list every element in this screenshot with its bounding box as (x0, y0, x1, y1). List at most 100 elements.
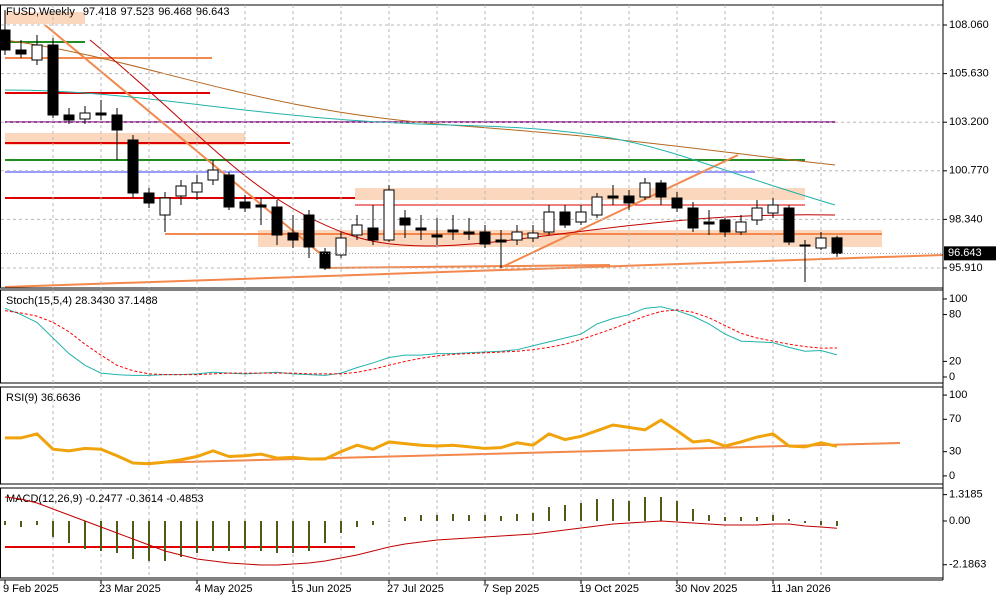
histogram-bar (564, 505, 566, 521)
histogram-bar (308, 521, 310, 551)
candle-body (735, 221, 747, 233)
candle-body (143, 192, 155, 204)
histogram-bar (692, 509, 694, 521)
candle-body (255, 204, 267, 208)
candle-body (527, 232, 539, 239)
histogram-bar (180, 521, 182, 557)
histogram-bar (20, 521, 22, 527)
candle-body (287, 232, 299, 241)
histogram-bar (740, 517, 742, 521)
candle-body (0, 29, 11, 51)
histogram-bar (52, 521, 54, 537)
histogram-bar (660, 497, 662, 521)
candle-body (223, 174, 235, 208)
histogram-bar (324, 521, 326, 543)
trend-line (4, 254, 944, 288)
candle-body (191, 182, 203, 193)
candle-body (639, 182, 651, 198)
histogram-bar (164, 521, 166, 561)
histogram-bar (484, 515, 486, 521)
candle-body (543, 211, 555, 233)
histogram-bar (580, 503, 582, 521)
candle-body (719, 219, 731, 233)
candle-body (79, 112, 91, 120)
series-line (4, 309, 838, 376)
last-price-label: 96.643 (948, 247, 982, 259)
histogram-bar (260, 521, 262, 551)
candle-body (319, 251, 331, 269)
x-tick-label: 19 Oct 2025 (579, 583, 639, 595)
candle-body (607, 195, 619, 199)
candle-body (239, 201, 251, 209)
candle-body (799, 244, 811, 247)
histogram-bar (372, 521, 374, 525)
histogram-bar (724, 517, 726, 521)
x-tick-label: 23 Mar 2025 (99, 583, 161, 595)
candle-body (831, 237, 843, 254)
candle-body (335, 237, 347, 256)
candle-body (367, 227, 379, 241)
histogram-bar (612, 499, 614, 521)
candle-body (783, 207, 795, 243)
candle-body (495, 239, 507, 243)
histogram-bar (116, 521, 118, 553)
candle-body (127, 139, 139, 194)
candle-body (95, 112, 107, 116)
candle-body (399, 217, 411, 226)
high-value: 97.523 (121, 6, 155, 18)
y-tick-label: 103.200 (949, 116, 989, 128)
candle-body (559, 211, 571, 226)
histogram-bar (132, 521, 134, 559)
series-line (4, 496, 838, 566)
x-tick-label: 7 Sep 2025 (483, 583, 539, 595)
close-value: 96.643 (196, 6, 230, 18)
candle-body (623, 195, 635, 204)
y-tick-label: 1.3185 (949, 489, 983, 501)
trend-line (499, 154, 739, 269)
candle-body (463, 231, 475, 235)
candle-body (479, 231, 491, 245)
histogram-bar (500, 516, 502, 521)
histogram-bar (84, 521, 86, 549)
histogram-bar (836, 521, 838, 526)
candle-body (687, 207, 699, 229)
y-tick-label: 0 (949, 470, 955, 482)
histogram-bar (228, 521, 230, 551)
x-tick-label: 27 Jul 2025 (387, 583, 444, 595)
y-tick-label: 108.060 (949, 19, 989, 31)
candle-body (207, 169, 219, 181)
candle-body (751, 207, 763, 221)
y-tick-label: 0 (949, 371, 955, 383)
low-value: 96.468 (158, 6, 192, 18)
histogram-bar (276, 521, 278, 553)
x-tick-label: 30 Nov 2025 (675, 583, 737, 595)
candle-body (271, 206, 283, 236)
chart-title: FUSD,Weekly (6, 6, 75, 18)
last-price-box (944, 246, 996, 261)
histogram-bar (68, 521, 70, 543)
candle-body (511, 231, 523, 241)
candle-body (671, 197, 683, 209)
y-tick-label: 0.00 (949, 515, 970, 527)
histogram-bar (772, 515, 774, 521)
zone (5, 12, 85, 24)
histogram-bar (452, 514, 454, 521)
x-tick-label: 4 May 2025 (195, 583, 252, 595)
candle-body (575, 211, 587, 223)
candle-body (703, 221, 715, 225)
candle-body (815, 237, 827, 249)
candle-body (63, 114, 75, 121)
histogram-bar (244, 521, 246, 549)
histogram-bar (292, 521, 294, 553)
y-tick-label: 100 (949, 389, 967, 401)
histogram-bar (804, 521, 806, 523)
histogram-bar (596, 499, 598, 521)
histogram-bar (436, 515, 438, 521)
candle-body (655, 182, 667, 198)
histogram-bar (516, 514, 518, 521)
histogram-bar (788, 519, 790, 521)
candle-body (15, 49, 27, 55)
histogram-bar (404, 517, 406, 521)
